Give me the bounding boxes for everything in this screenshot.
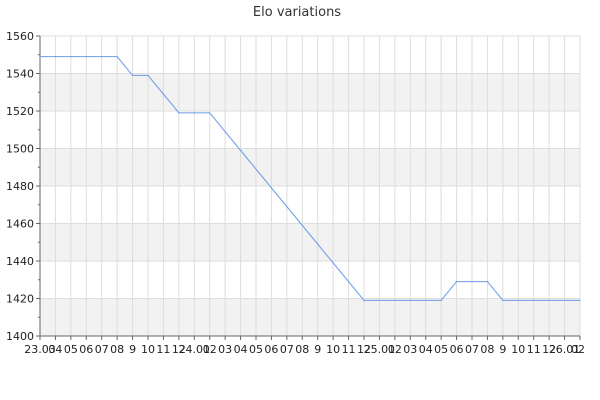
- series-layer: [39, 56, 581, 301]
- x-tick-label: 11: [527, 343, 541, 356]
- elo-data-point: [209, 112, 211, 114]
- x-tick-label: 10: [141, 343, 155, 356]
- elo-data-point: [579, 299, 581, 301]
- elo-data-point: [563, 299, 566, 301]
- x-tick-label: 10: [326, 343, 340, 356]
- elo-data-point: [255, 168, 257, 170]
- x-tick-label: 11: [342, 343, 356, 356]
- elo-data-point: [178, 112, 180, 114]
- x-tick-label: 04: [234, 343, 248, 356]
- y-tick-label: 1480: [6, 180, 34, 193]
- elo-data-point: [347, 281, 350, 283]
- x-tick-label: 02: [571, 343, 585, 356]
- elo-data-point: [286, 206, 288, 208]
- elo-data-point: [147, 74, 149, 76]
- x-tick-label: 02: [388, 343, 402, 356]
- elo-data-point: [548, 299, 550, 301]
- x-tick-label: 9: [314, 343, 321, 356]
- x-tick-label: 26.01: [549, 343, 581, 356]
- y-tick-label: 1440: [6, 255, 34, 268]
- elo-data-point: [54, 56, 57, 58]
- elo-data-point: [517, 299, 519, 301]
- elo-data-point: [455, 281, 458, 283]
- y-tick-label: 1420: [6, 293, 34, 306]
- x-tick-label: 07: [465, 343, 479, 356]
- x-tick-label: 04: [419, 343, 433, 356]
- x-tick-label: 12: [542, 343, 556, 356]
- x-tick-label: 02: [203, 343, 217, 356]
- grid-band: [40, 223, 580, 261]
- elo-data-point: [317, 243, 319, 245]
- elo-data-point: [440, 299, 442, 301]
- x-tick-label: 05: [249, 343, 263, 356]
- elo-data-point: [85, 56, 87, 58]
- y-tick-label: 1540: [6, 68, 34, 81]
- x-tick-label: 03: [403, 343, 417, 356]
- x-tick-label: 12: [172, 343, 186, 356]
- elo-data-point: [425, 299, 427, 301]
- elo-data-point: [409, 299, 411, 301]
- elo-data-point: [101, 56, 103, 58]
- x-tick-label: 9: [129, 343, 136, 356]
- elo-data-point: [332, 262, 334, 264]
- x-tick-label: 23.03: [24, 343, 56, 356]
- elo-data-point: [502, 299, 504, 301]
- elo-data-point: [193, 112, 195, 114]
- x-tick-label: 08: [295, 343, 309, 356]
- elo-data-point: [301, 224, 303, 226]
- y-tick-label: 1400: [6, 330, 34, 343]
- elo-data-point: [70, 56, 72, 58]
- elo-data-point: [533, 299, 535, 301]
- y-tick-label: 1560: [6, 30, 34, 43]
- elo-data-point: [486, 281, 489, 283]
- x-tick-label: 06: [264, 343, 278, 356]
- elo-data-point: [116, 56, 118, 58]
- y-tick-label: 1520: [6, 105, 34, 118]
- x-tick-label: 24.01: [179, 343, 211, 356]
- x-tick-label: 05: [64, 343, 78, 356]
- x-tick-label: 07: [280, 343, 294, 356]
- elo-data-point: [378, 299, 381, 301]
- x-tick-label: 03: [218, 343, 232, 356]
- grid-band: [40, 73, 580, 111]
- x-tick-label: 05: [434, 343, 448, 356]
- x-tick-label: 08: [480, 343, 494, 356]
- x-tick-label: 08: [110, 343, 124, 356]
- x-tick-label: 06: [79, 343, 93, 356]
- x-tick-label: 11: [156, 343, 170, 356]
- elo-data-point: [270, 187, 273, 189]
- x-tick-label: 12: [357, 343, 371, 356]
- x-tick-label: 04: [48, 343, 62, 356]
- x-tick-label: 10: [511, 343, 525, 356]
- x-tick-label: 9: [499, 343, 506, 356]
- x-tick-label: 25.01: [364, 343, 396, 356]
- y-tick-label: 1460: [6, 218, 34, 231]
- elo-data-point: [239, 149, 242, 151]
- grid-band: [40, 148, 580, 186]
- elo-series-line: [40, 56, 580, 301]
- background-bands: [40, 73, 580, 336]
- elo-data-point: [39, 56, 41, 58]
- y-tick-label: 1500: [6, 143, 34, 156]
- elo-data-point: [162, 93, 165, 95]
- chart-title: Elo variations: [253, 5, 341, 20]
- x-tick-label: 07: [95, 343, 109, 356]
- elo-data-point: [394, 299, 396, 301]
- elo-data-point: [224, 131, 226, 133]
- elo-data-point: [131, 74, 134, 76]
- x-tick-label: 06: [450, 343, 464, 356]
- y-axis-ticks: 1400 1420 1440 1460 1480 1500 1520 1540 1560: [6, 30, 40, 343]
- elo-data-point: [471, 281, 473, 283]
- elo-data-point: [363, 299, 365, 301]
- grid-band: [40, 298, 580, 336]
